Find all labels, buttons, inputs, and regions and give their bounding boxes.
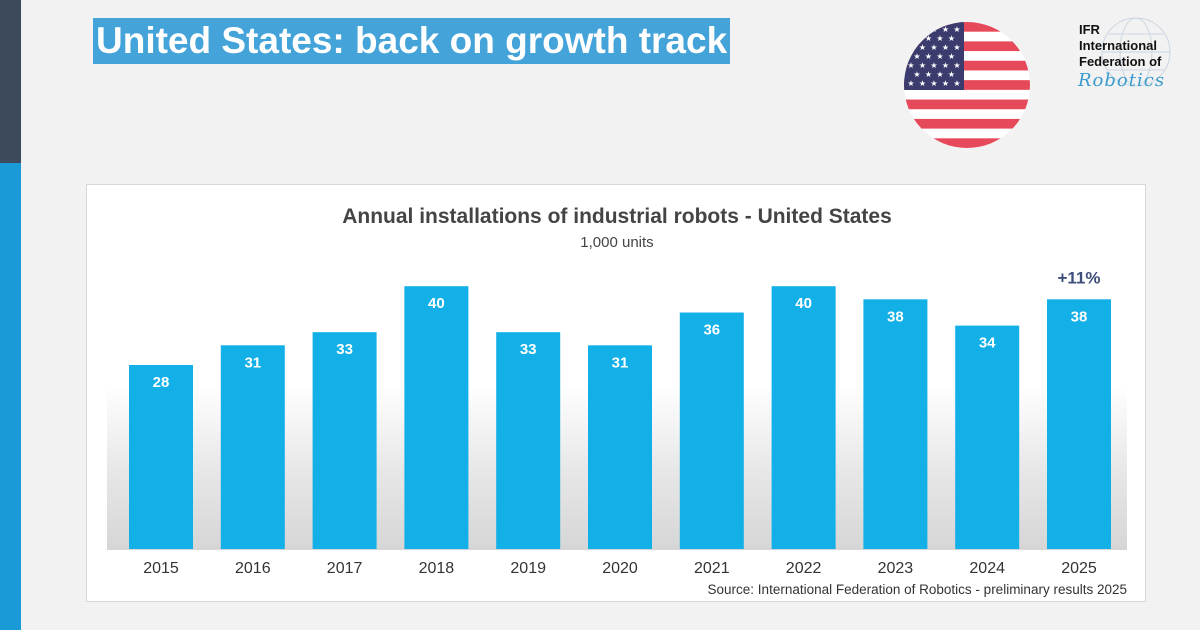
x-tick-label-2017: 2017 — [327, 560, 363, 577]
logo-line-federation: Federation of — [1079, 54, 1162, 69]
svg-text:★: ★ — [925, 52, 932, 61]
bar-2025 — [1047, 299, 1111, 549]
bar-2019 — [496, 332, 561, 549]
data-label-2016: 31 — [244, 354, 261, 371]
data-label-2025: 38 — [1071, 308, 1088, 325]
x-tick-label-2016: 2016 — [235, 560, 271, 577]
svg-text:★: ★ — [930, 25, 937, 34]
side-accent-dark — [0, 0, 21, 163]
svg-text:★: ★ — [907, 61, 914, 70]
data-label-2019: 33 — [520, 341, 537, 358]
x-tick-label-2023: 2023 — [878, 560, 914, 577]
x-tick-label-2024: 2024 — [969, 560, 1005, 577]
logo-robotics-script: Robotics — [1078, 70, 1166, 91]
svg-text:★: ★ — [936, 34, 943, 43]
x-tick-label-2022: 2022 — [786, 560, 822, 577]
svg-text:★: ★ — [953, 25, 960, 34]
svg-text:★: ★ — [953, 61, 960, 70]
svg-text:★: ★ — [919, 61, 926, 70]
svg-text:★: ★ — [907, 43, 914, 52]
svg-text:★: ★ — [948, 52, 955, 61]
bar-2015 — [129, 365, 193, 549]
chart-title: Annual installations of industrial robot… — [342, 205, 892, 228]
chart-card: Annual installations of industrial robot… — [86, 184, 1146, 602]
us-flag-icon: ★ ★ ★ ★ ★★ ★ ★ ★★ ★ ★ ★ ★★ ★ ★ ★★ ★ ★ ★ ★★ ★ ★ ★★ ★ ★ ★ ★ — [904, 22, 1030, 148]
chart-subtitle: 1,000 units — [580, 234, 653, 251]
data-label-2018: 40 — [428, 295, 445, 312]
svg-text:★: ★ — [936, 70, 943, 79]
data-label-2024: 34 — [979, 335, 996, 352]
svg-text:★: ★ — [942, 79, 949, 88]
bar-2016 — [220, 345, 285, 549]
x-tick-label-2021: 2021 — [694, 560, 730, 577]
x-tick-label-2020: 2020 — [602, 560, 638, 577]
side-accent-blue — [0, 163, 21, 630]
bar-2018 — [404, 286, 469, 549]
svg-text:★: ★ — [913, 70, 920, 79]
data-label-2017: 33 — [336, 341, 353, 358]
svg-text:★: ★ — [930, 43, 937, 52]
bar-2023 — [863, 299, 928, 549]
chart-source: Source: International Federation of Robo… — [708, 582, 1127, 597]
data-label-2022: 40 — [795, 295, 812, 312]
globe-icon — [1101, 17, 1171, 87]
data-label-2023: 38 — [887, 308, 904, 325]
data-label-2021: 36 — [703, 322, 720, 339]
bar-2020 — [588, 345, 652, 549]
bar-2021 — [679, 312, 744, 549]
ifr-logo: IFR International Federation of Robotics — [1068, 12, 1188, 94]
bar-chart: Annual installations of industrial robot… — [107, 205, 1127, 597]
logo-line-international: International — [1079, 38, 1158, 53]
svg-text:★: ★ — [913, 34, 920, 43]
x-tick-label-2018: 2018 — [419, 560, 455, 577]
svg-text:★: ★ — [919, 43, 926, 52]
svg-text:★: ★ — [925, 34, 932, 43]
svg-text:★: ★ — [953, 79, 960, 88]
bar-2022 — [771, 286, 836, 549]
svg-text:★: ★ — [919, 25, 926, 34]
svg-text:★: ★ — [948, 34, 955, 43]
bar-2017 — [312, 332, 377, 549]
svg-text:★: ★ — [942, 43, 949, 52]
x-tick-label-2015: 2015 — [143, 560, 179, 577]
svg-text:★: ★ — [907, 79, 914, 88]
svg-text:★: ★ — [930, 61, 937, 70]
growth-annotation: +11% — [1057, 268, 1100, 287]
logo-line-ifr: IFR — [1079, 22, 1100, 37]
x-tick-label-2025: 2025 — [1061, 560, 1097, 577]
svg-text:★: ★ — [942, 25, 949, 34]
bar-2024 — [955, 325, 1020, 549]
svg-text:★: ★ — [948, 70, 955, 79]
data-label-2020: 31 — [612, 354, 629, 371]
svg-text:★: ★ — [930, 79, 937, 88]
x-tick-label-2019: 2019 — [510, 560, 546, 577]
svg-text:★: ★ — [942, 61, 949, 70]
svg-text:★: ★ — [919, 79, 926, 88]
svg-text:★: ★ — [953, 43, 960, 52]
svg-text:★: ★ — [936, 52, 943, 61]
slide-title: United States: back on growth track — [93, 18, 731, 64]
data-label-2015: 28 — [153, 374, 170, 391]
svg-text:★: ★ — [907, 25, 914, 34]
svg-text:★: ★ — [925, 70, 932, 79]
svg-text:★: ★ — [913, 52, 920, 61]
